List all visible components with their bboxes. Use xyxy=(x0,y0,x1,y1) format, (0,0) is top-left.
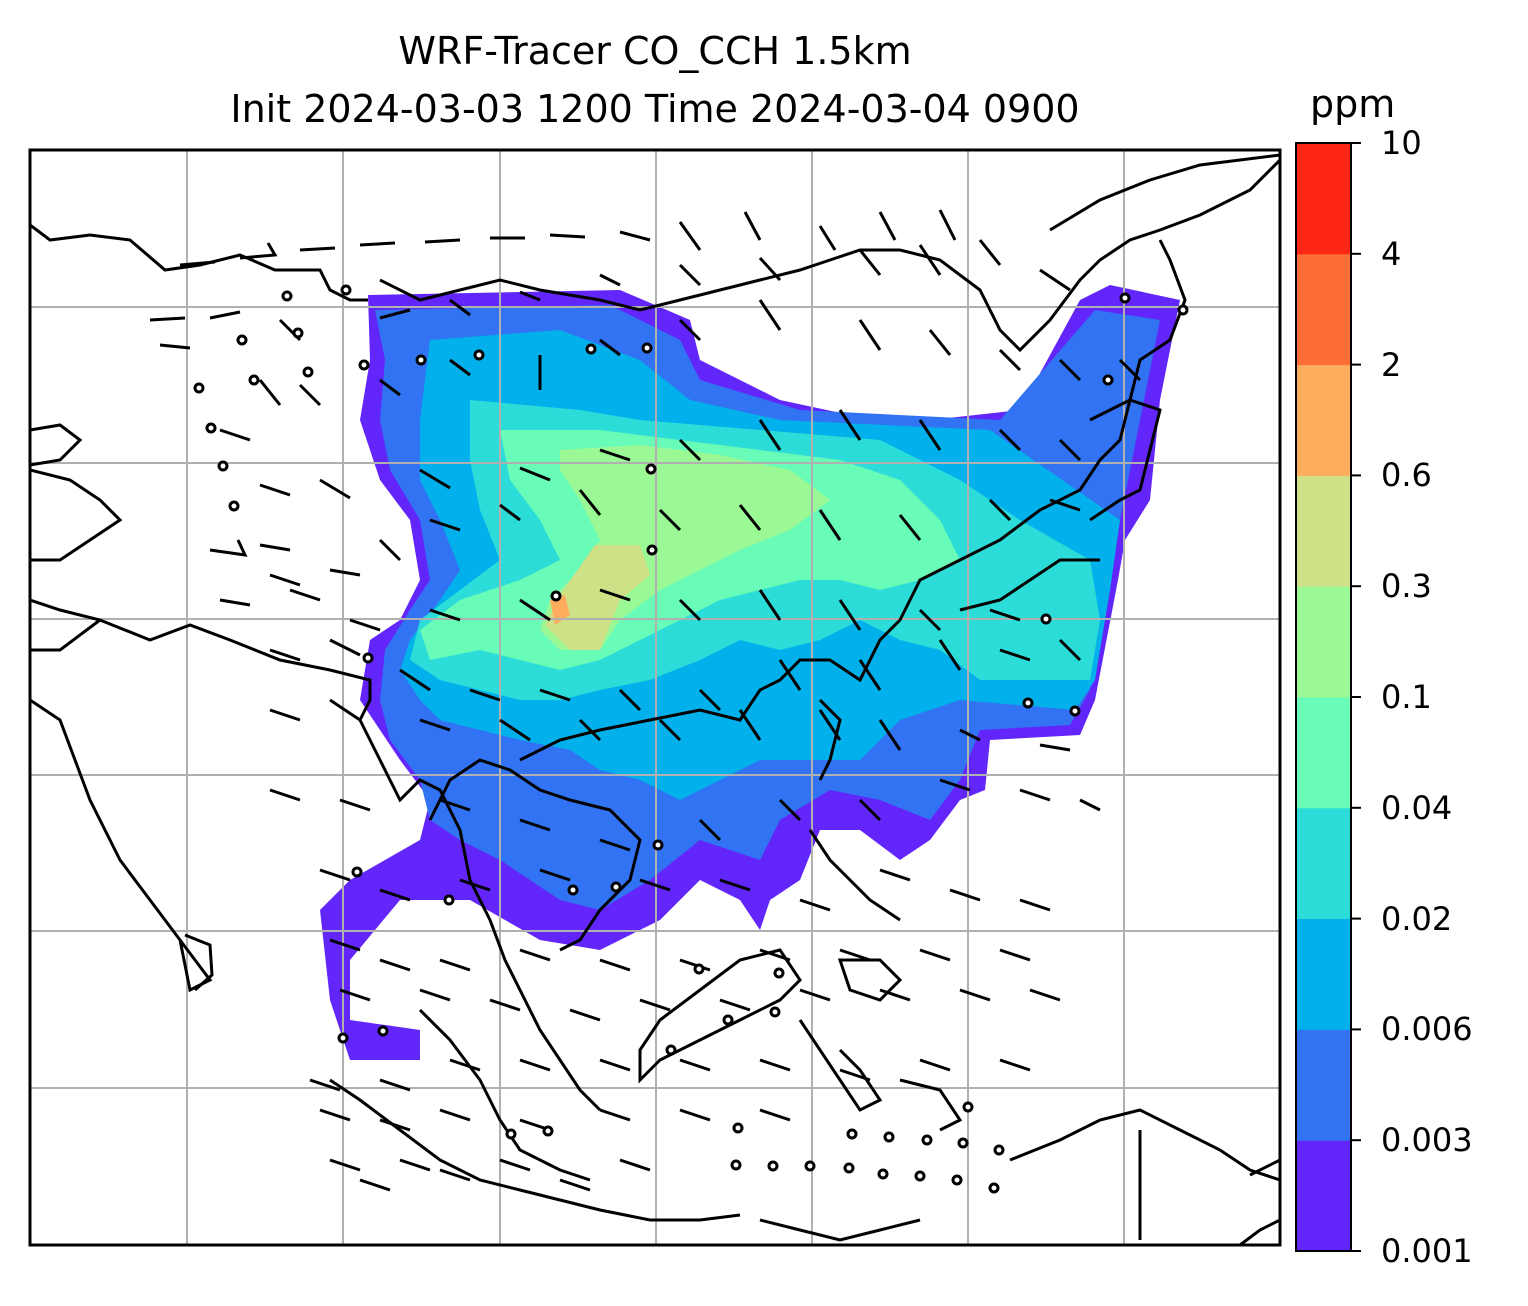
colorbar-tick-label: 2 xyxy=(1381,345,1402,384)
colorbar-tick-label: 0.001 xyxy=(1381,1232,1473,1270)
colorbar-segment xyxy=(1296,1029,1351,1141)
colorbar-segment xyxy=(1296,918,1351,1030)
map-subtitle: Init 2024-03-03 1200 Time 2024-03-04 090… xyxy=(230,87,1080,131)
colorbar-tick-label: 0.1 xyxy=(1381,678,1432,716)
colorbar-tick-label: 0.02 xyxy=(1381,899,1453,938)
colorbar-tick-label: 0.3 xyxy=(1381,567,1432,606)
colorbar-segment xyxy=(1296,807,1351,920)
colorbar-tick-label: 0.006 xyxy=(1381,1010,1473,1049)
colorbar-segment xyxy=(1296,586,1351,698)
colorbar-tick-label: 0.6 xyxy=(1381,456,1432,495)
colorbar-segment xyxy=(1296,364,1351,476)
colorbar-tick-label: 0.04 xyxy=(1381,788,1453,827)
colorbar-segment xyxy=(1296,143,1351,255)
map-frame xyxy=(28,148,1282,1247)
colorbar-segment xyxy=(1296,1140,1351,1252)
coastlines xyxy=(30,153,1280,1245)
gridlines xyxy=(30,150,1280,1245)
tracer-level-0.6 xyxy=(550,595,570,625)
wind-barbs xyxy=(149,209,1142,1192)
colorbar-segment xyxy=(1296,697,1351,809)
colorbar-ticks xyxy=(1351,142,1361,1252)
colorbar-segments xyxy=(1296,143,1351,1252)
colorbar-segment xyxy=(1296,253,1351,366)
colorbar-tick-label: 10 xyxy=(1381,124,1422,162)
tracer-level-0.3 xyxy=(545,545,650,650)
map-title: WRF-Tracer CO_CCH 1.5km xyxy=(398,29,912,73)
colorbar-segment xyxy=(1296,475,1351,587)
colorbar-unit: ppm xyxy=(1310,82,1396,126)
colorbar-tick-label: 0.003 xyxy=(1381,1121,1473,1160)
colorbar-tick-label: 4 xyxy=(1381,234,1402,273)
calm-wind-markers xyxy=(193,284,1189,1194)
